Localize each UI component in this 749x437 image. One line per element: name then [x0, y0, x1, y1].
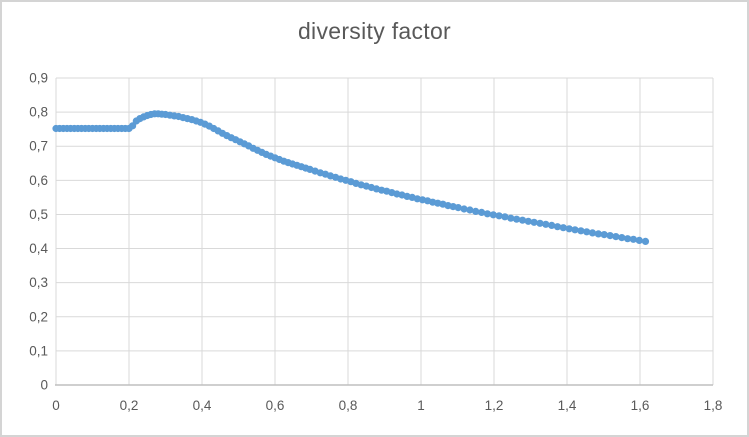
data-series [52, 110, 650, 245]
y-tick-label: 0,4 [29, 241, 48, 256]
data-point [507, 214, 515, 222]
x-tick-label: 0,6 [266, 398, 285, 413]
x-tick-label: 1,4 [558, 398, 577, 413]
data-point [583, 228, 591, 236]
data-point [548, 221, 556, 229]
data-point [478, 208, 486, 216]
data-point [565, 225, 573, 233]
y-tick-label: 0,2 [29, 309, 48, 324]
data-point [489, 211, 497, 219]
y-tick-label: 0,6 [29, 173, 48, 188]
data-point [536, 219, 544, 227]
data-point [612, 233, 620, 241]
tick-labels: 0 0,1 0,2 0,3 0,4 0,5 0,6 0,7 0,8 0,9 0 0,2 0,4 0,6 0,… [29, 71, 722, 414]
x-tick-label: 0,8 [339, 398, 358, 413]
data-point [577, 227, 585, 235]
data-point [513, 215, 521, 223]
x-tick-label: 1,6 [631, 398, 650, 413]
y-tick-label: 0,7 [29, 139, 48, 154]
data-point [618, 234, 626, 242]
x-tick-label: 1,2 [485, 398, 504, 413]
y-tick-label: 0,3 [29, 275, 48, 290]
data-point [588, 229, 597, 237]
y-tick-label: 0,8 [29, 105, 48, 120]
data-point [524, 217, 532, 225]
y-tick-label: 0,1 [29, 343, 48, 358]
data-point [635, 236, 643, 244]
chart-title: diversity factor [297, 18, 452, 44]
data-point [553, 223, 562, 231]
data-point [641, 237, 650, 245]
data-point [530, 218, 538, 226]
x-tick-label: 1 [417, 398, 425, 413]
data-point [454, 204, 462, 212]
data-point [542, 220, 550, 228]
y-tick-label: 0,5 [29, 207, 48, 222]
data-point [495, 212, 503, 220]
y-tick-label: 0 [40, 378, 48, 393]
data-point [483, 210, 491, 218]
data-point [606, 232, 614, 240]
data-point [501, 213, 509, 221]
x-tick-label: 0,4 [193, 398, 212, 413]
x-tick-label: 0 [52, 398, 60, 413]
x-tick-label: 0,2 [120, 398, 139, 413]
data-point [571, 226, 579, 234]
data-point [518, 216, 527, 224]
data-point [624, 235, 632, 243]
data-point [472, 207, 480, 215]
x-tick-label: 1,8 [704, 398, 723, 413]
data-point [629, 235, 638, 243]
data-point [600, 231, 608, 239]
data-point [460, 205, 468, 213]
data-point [466, 206, 474, 214]
gridlines [55, 77, 714, 386]
data-point [594, 230, 603, 238]
y-tick-label: 0,9 [29, 71, 48, 86]
data-point [559, 224, 567, 232]
